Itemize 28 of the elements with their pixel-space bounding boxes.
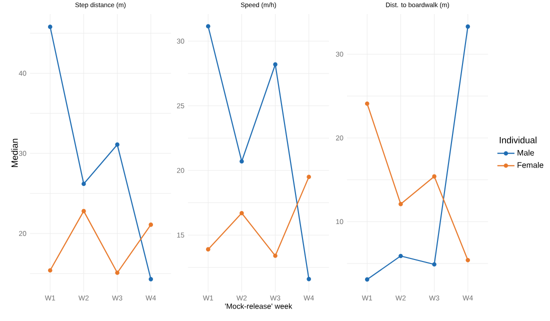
point [240, 159, 244, 164]
point [240, 210, 244, 216]
legend-title: Individual [500, 136, 536, 144]
point [206, 247, 210, 252]
point [306, 276, 312, 282]
point [82, 182, 86, 186]
point [273, 254, 278, 258]
point [466, 24, 470, 29]
point [364, 101, 370, 106]
legend-label: Female [518, 162, 544, 168]
point [206, 24, 210, 28]
point [48, 24, 52, 29]
point [273, 62, 278, 67]
point [306, 174, 312, 180]
point [432, 174, 436, 179]
legend-label: Male [518, 150, 534, 156]
point [398, 202, 403, 206]
point [148, 222, 154, 227]
point [364, 277, 370, 282]
point [82, 208, 86, 214]
point [432, 262, 436, 267]
point [115, 142, 120, 147]
y-axis-title: Median [11, 138, 18, 168]
point [148, 277, 154, 282]
point [466, 258, 470, 262]
point [398, 254, 403, 258]
point [48, 268, 52, 273]
point [115, 270, 120, 275]
